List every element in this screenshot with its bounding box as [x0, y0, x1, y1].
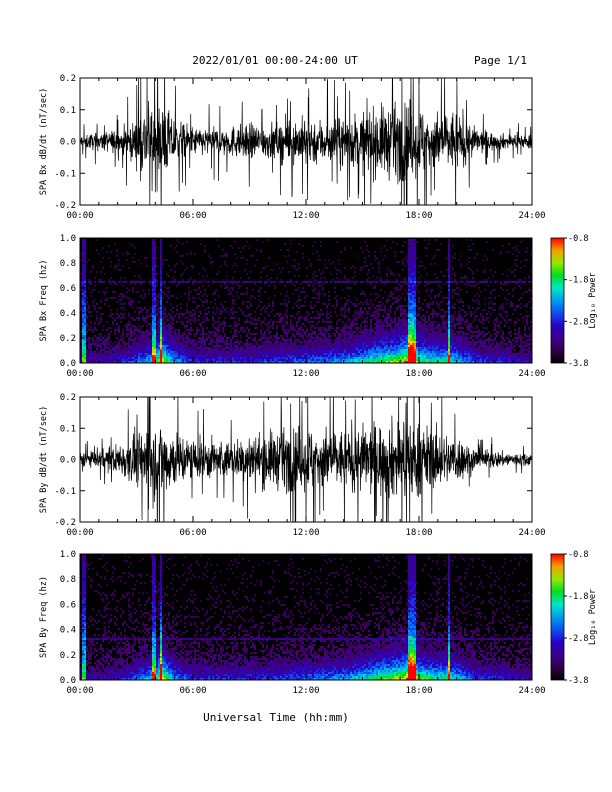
y-axis-title: SPA By Freq (hz): [39, 576, 49, 658]
y-tick-label: 0.8: [60, 575, 76, 585]
y-tick-label: -0.2: [54, 201, 76, 211]
series-trace: [80, 78, 532, 205]
x-tick-label: 12:00: [292, 528, 319, 538]
spectrogram-cells: [80, 239, 532, 363]
x-tick-label: 06:00: [179, 211, 206, 221]
x-tick-label: 06:00: [179, 686, 206, 696]
x-tick-label: 12:00: [292, 211, 319, 221]
y-tick-label: 0.4: [60, 309, 76, 319]
x-tick-label: 00:00: [66, 686, 93, 696]
y-tick-label: 0.0: [60, 676, 76, 686]
y-tick-label: 0.6: [60, 600, 76, 610]
panel-by-spectrogram: 00:00 06:00 12:00 18:00 24:00 0.0 0.2 0.4 0.6 0.8…: [39, 550, 598, 696]
x-tick-label: 06:00: [179, 369, 206, 379]
y-tick-label: 0.0: [60, 456, 76, 466]
x-tick-label: 24:00: [518, 369, 545, 379]
colorbar: [550, 237, 565, 364]
y-tick-label: -0.2: [54, 518, 76, 528]
page-number: Page 1/1: [474, 54, 527, 67]
colorbar-tick-label: -2.8: [568, 317, 588, 327]
x-tick-label: 12:00: [292, 369, 319, 379]
y-tick-label: 0.2: [60, 74, 76, 84]
panel-bx-dbdt: 00:00 06:00 12:00 18:00 24:00 -0.2 -0.1 0.0 0.1 0…: [39, 74, 546, 221]
colorbar-title: Log₁₀ Power: [588, 589, 598, 645]
y-tick-label: 0.2: [60, 651, 76, 661]
colorbar-tick-label: -0.8: [568, 234, 588, 244]
y-tick-label: -0.1: [54, 487, 76, 497]
x-tick-label: 24:00: [518, 211, 545, 221]
x-axis-title: Universal Time (hh:mm): [203, 711, 349, 724]
x-tick-label: 18:00: [405, 211, 432, 221]
y-tick-label: 0.2: [60, 334, 76, 344]
colorbar-tick-label: -1.8: [568, 592, 588, 602]
colorbar-tick-label: -1.8: [568, 276, 588, 286]
x-tick-label: 18:00: [405, 528, 432, 538]
x-tick-label: 18:00: [405, 686, 432, 696]
y-tick-label: 0.6: [60, 284, 76, 294]
colorbar-tick-label: -3.8: [568, 359, 588, 369]
y-axis-title: SPA Bx Freq (hz): [39, 260, 49, 342]
colorbar-title: Log₁₀ Power: [588, 272, 598, 328]
y-tick-label: 0.4: [60, 626, 76, 636]
y-tick-label: 1.0: [60, 234, 76, 244]
x-tick-label: 00:00: [66, 369, 93, 379]
y-tick-label: -0.1: [54, 169, 76, 179]
x-tick-label: 24:00: [518, 686, 545, 696]
y-tick-label: 0.1: [60, 106, 76, 116]
y-tick-label: 0.2: [60, 393, 76, 403]
x-tick-label: 12:00: [292, 686, 319, 696]
x-tick-label: 00:00: [66, 211, 93, 221]
x-tick-label: 18:00: [405, 369, 432, 379]
colorbar: [550, 553, 565, 681]
y-tick-label: 0.1: [60, 424, 76, 434]
y-tick-label: 0.8: [60, 259, 76, 269]
spectrogram-cells: [80, 554, 532, 680]
colorbar-tick-label: -0.8: [568, 550, 588, 560]
y-axis-title: SPA By dB/dt (nT/sec): [39, 406, 49, 513]
figure-title: 2022/01/01 00:00-24:00 UT: [192, 54, 358, 67]
panel-bx-spectrogram: 00:00 06:00 12:00 18:00 24:00 0.0 0.2 0.4 0.6 0.8…: [39, 234, 598, 379]
y-tick-label: 0.0: [60, 138, 76, 148]
x-tick-label: 06:00: [179, 528, 206, 538]
colorbar-tick-label: -2.8: [568, 634, 588, 644]
panel-by-dbdt: 00:00 06:00 12:00 18:00 24:00 -0.2 -0.1 0.0 0.1 0…: [39, 393, 546, 538]
series-trace: [80, 397, 532, 522]
y-tick-label: 0.0: [60, 359, 76, 369]
y-tick-label: 1.0: [60, 550, 76, 560]
x-tick-label: 00:00: [66, 528, 93, 538]
y-axis-title: SPA Bx dB/dt (nT/sec): [39, 88, 49, 195]
x-tick-label: 24:00: [518, 528, 545, 538]
colorbar-tick-label: -3.8: [568, 676, 588, 686]
